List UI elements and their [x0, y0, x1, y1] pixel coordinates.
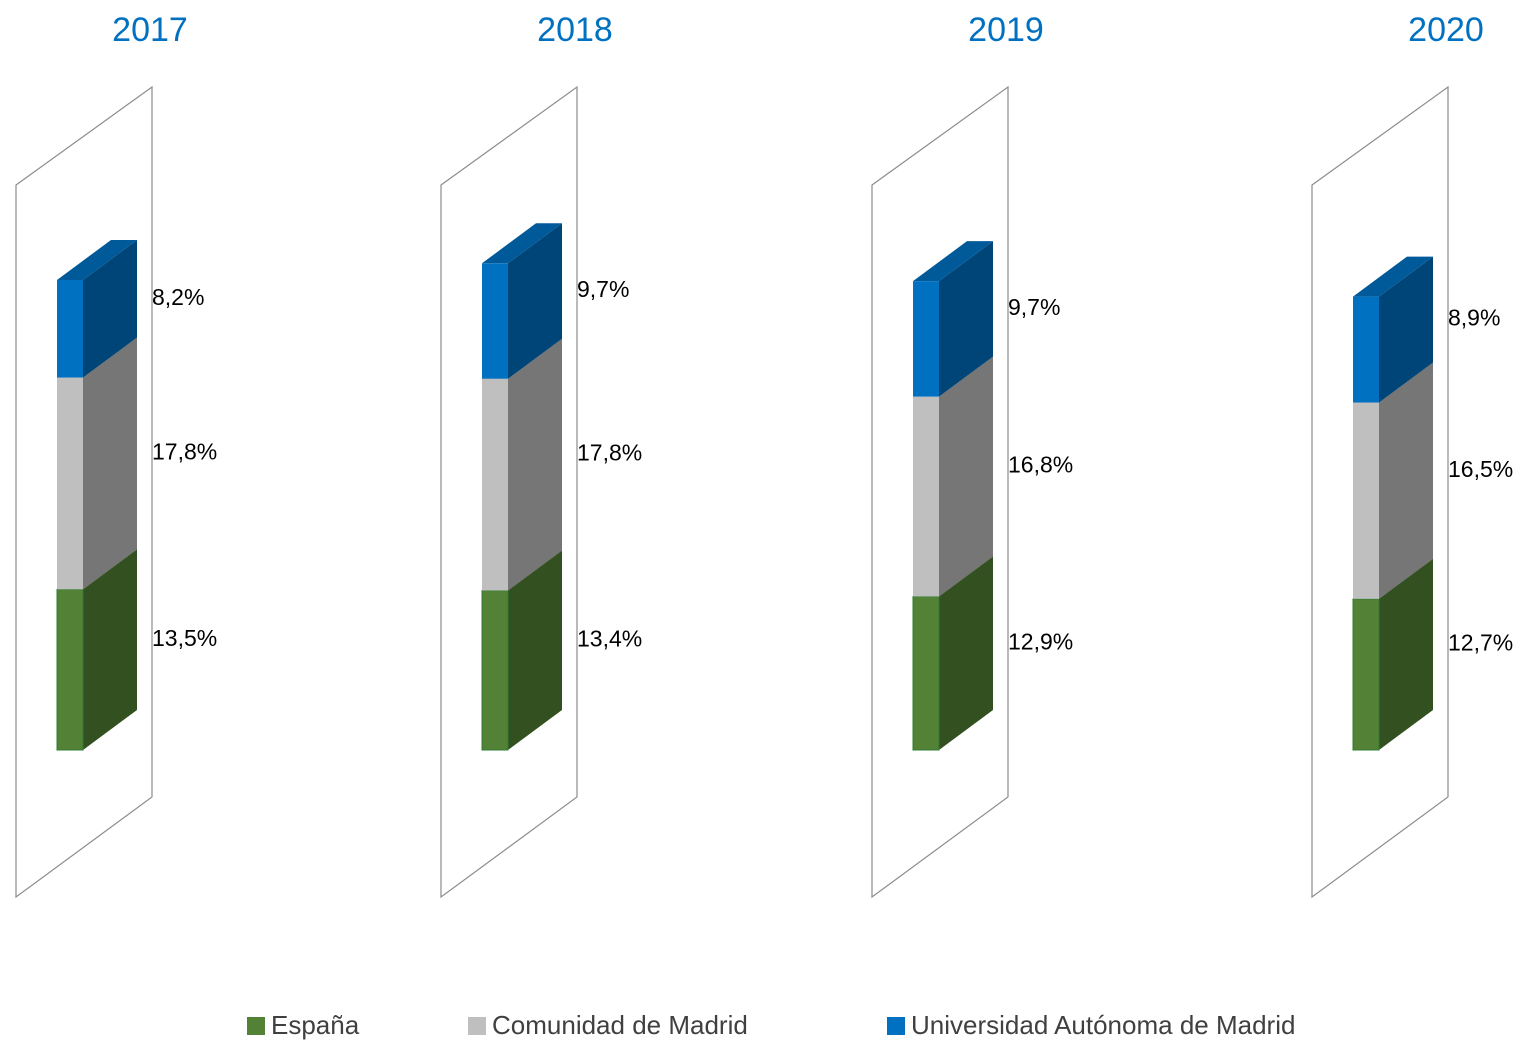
bar-side — [83, 549, 137, 750]
value-label: 13,4% — [577, 625, 642, 651]
bar-side — [508, 223, 562, 379]
value-label: 16,5% — [1448, 456, 1513, 482]
bar-segment — [57, 239, 137, 378]
value-label: 8,2% — [152, 284, 204, 310]
bar-side — [939, 556, 993, 750]
bar-side — [1379, 558, 1433, 750]
value-label: 9,7% — [577, 276, 629, 302]
panel-frame — [871, 85, 1009, 899]
panel-frame — [1311, 85, 1449, 899]
value-label: 17,8% — [152, 439, 217, 465]
bar-front — [482, 263, 508, 379]
bar-front — [57, 279, 83, 378]
bar-front — [913, 281, 939, 397]
bar-top — [1353, 256, 1433, 297]
value-label: 16,8% — [1008, 452, 1073, 478]
value-label: 13,5% — [152, 625, 217, 651]
bar-segment — [482, 223, 562, 379]
bar-top — [482, 223, 562, 264]
legend-label: Universidad Autónoma de Madrid — [911, 1010, 1295, 1040]
value-label: 12,7% — [1448, 630, 1513, 656]
bar-side — [508, 550, 562, 750]
bar-front — [912, 595, 940, 751]
bar-front — [913, 396, 939, 597]
category-label: 2018 — [537, 11, 613, 49]
category-label: 2019 — [968, 11, 1044, 49]
bar-side — [939, 356, 993, 597]
panel-frame — [440, 85, 578, 899]
bar-top — [913, 241, 993, 282]
bar-front — [1353, 402, 1379, 599]
bar-side — [1379, 362, 1433, 599]
legend-swatch — [887, 1017, 905, 1035]
bar-side — [508, 338, 562, 591]
bar-side — [83, 239, 137, 378]
legend-label: Comunidad de Madrid — [492, 1010, 748, 1040]
value-label: 9,7% — [1008, 294, 1060, 320]
bar-side — [939, 241, 993, 397]
bar-side — [1379, 256, 1433, 403]
bar-segment — [1353, 256, 1433, 403]
bar-front — [56, 588, 84, 751]
bar-top — [57, 239, 137, 280]
legend-swatch — [247, 1017, 265, 1035]
legend-swatch — [468, 1017, 486, 1035]
bar-segment — [913, 241, 993, 397]
value-label: 12,9% — [1008, 628, 1073, 654]
category-label: 2020 — [1408, 11, 1484, 49]
panel-frame — [15, 85, 153, 899]
category-label: 2017 — [112, 11, 188, 49]
bar-side — [83, 337, 137, 590]
value-label: 8,9% — [1448, 305, 1500, 331]
bar-front — [1352, 598, 1380, 751]
bar-front — [481, 590, 509, 751]
bar-front — [482, 378, 508, 591]
bar-front — [1353, 296, 1379, 403]
legend-label: España — [271, 1010, 360, 1040]
value-label: 17,8% — [577, 440, 642, 466]
bar-front — [57, 377, 83, 590]
